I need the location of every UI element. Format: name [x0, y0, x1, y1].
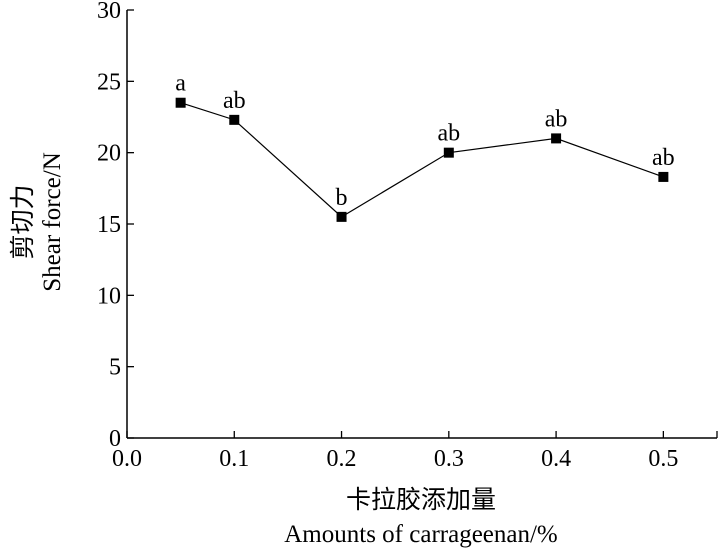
y-tick-label: 30 — [97, 0, 121, 24]
series-group: a ab b ab ab ab — [175, 71, 675, 222]
y-tick-label: 15 — [97, 212, 121, 238]
significance-label: ab — [437, 121, 460, 147]
data-point — [658, 171, 669, 182]
x-tick-label: 0.5 — [648, 446, 678, 472]
series-line — [180, 102, 664, 218]
x-axis-label-cn: 卡拉胶添加量 — [346, 485, 496, 514]
y-axis-label-cn: 剪切力 — [8, 184, 37, 259]
x-tick-label: 0.2 — [327, 446, 357, 472]
y-tick-label: 0 — [109, 426, 121, 452]
data-point — [551, 133, 562, 144]
y-tick-label: 25 — [97, 69, 121, 95]
x-tick-label: 0.4 — [541, 446, 571, 472]
y-tick-label: 5 — [109, 355, 121, 381]
data-point — [443, 147, 454, 158]
data-point — [175, 97, 186, 108]
axes: 0 5 10 15 20 25 30 0.0 0.1 0.2 0.3 0.4 0.5 — [97, 0, 718, 472]
data-point — [229, 114, 240, 125]
data-point — [336, 211, 347, 222]
x-tick-label: 0.3 — [434, 446, 464, 472]
significance-label: ab — [652, 145, 675, 171]
significance-label: b — [336, 185, 348, 211]
y-tick-label: 10 — [97, 283, 121, 309]
y-axis-label-en: Shear force/N — [39, 152, 66, 292]
y-tick-label: 20 — [97, 141, 121, 167]
x-tick-label: 0.0 — [112, 446, 142, 472]
significance-label: a — [175, 71, 186, 97]
x-axis-label-en: Amounts of carrageenan/% — [284, 521, 558, 548]
axis-labels: 剪切力 Shear force/N 卡拉胶添加量 Amounts of carr… — [8, 152, 558, 548]
significance-label: ab — [223, 88, 246, 114]
significance-label: ab — [545, 106, 568, 132]
x-tick-label: 0.1 — [219, 446, 249, 472]
